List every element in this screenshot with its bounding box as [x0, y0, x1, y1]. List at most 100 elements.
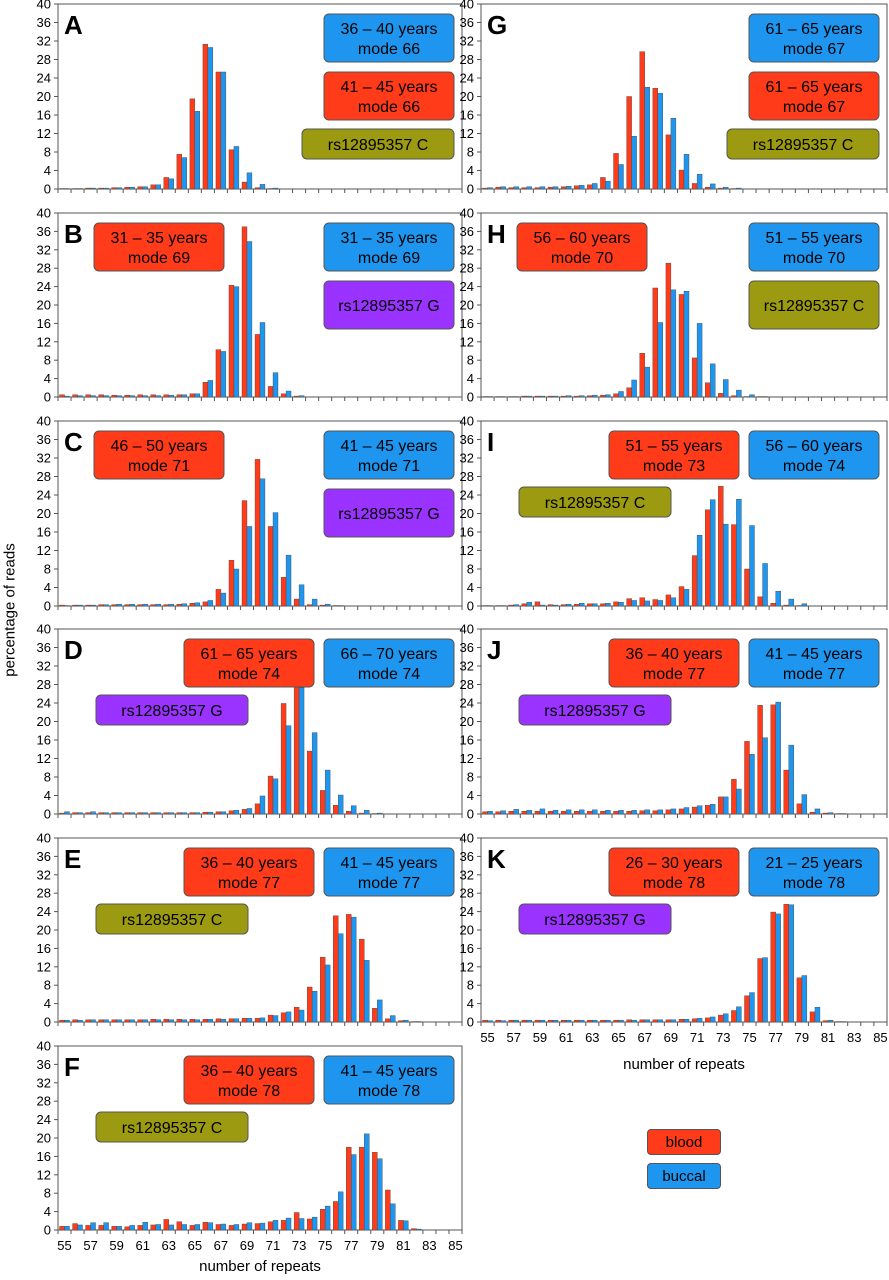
- y-tick-label: 4: [44, 371, 51, 386]
- bar-blood: [521, 1019, 528, 1023]
- bar-buccal: [298, 1218, 305, 1231]
- bar-buccal: [233, 810, 240, 815]
- y-tick-label: 4: [467, 580, 474, 595]
- bar-buccal: [683, 589, 690, 607]
- bar-buccal: [749, 754, 755, 815]
- bar-buccal: [207, 1019, 214, 1023]
- bar-blood: [744, 995, 750, 1023]
- y-tick-label: 24: [37, 488, 51, 503]
- bar-blood: [678, 294, 685, 398]
- bar-buccal: [142, 1019, 148, 1023]
- bar-buccal: [605, 603, 611, 607]
- x-tick-label: 83: [422, 1238, 436, 1253]
- label-box: [608, 638, 740, 688]
- bar-blood: [547, 811, 554, 815]
- bar-buccal: [259, 795, 266, 815]
- bar-buccal: [220, 1223, 227, 1231]
- bar-buccal: [116, 812, 122, 815]
- label-box: [518, 694, 672, 726]
- y-tick-label: 24: [37, 904, 51, 919]
- bar-blood: [560, 811, 567, 815]
- panel-letter: D: [64, 635, 83, 665]
- bar-blood: [293, 395, 300, 398]
- bar-blood: [809, 811, 816, 815]
- bar-blood: [176, 394, 183, 398]
- label-box: [301, 128, 455, 160]
- bar-buccal: [513, 604, 519, 607]
- y-tick-label: 0: [44, 807, 51, 822]
- bar-buccal: [168, 603, 174, 607]
- label-text: rs12895357 G: [338, 298, 439, 315]
- bar-buccal: [207, 600, 214, 607]
- bar-blood: [320, 1209, 326, 1231]
- bar-buccal: [194, 812, 200, 815]
- label-text: mode 70: [551, 250, 613, 267]
- bar-blood: [228, 149, 235, 190]
- bar-blood: [306, 750, 313, 815]
- label-text: mode 71: [128, 458, 190, 475]
- panel-letter: A: [64, 10, 83, 40]
- bar-blood: [293, 1007, 300, 1023]
- y-tick-label: 20: [460, 923, 474, 938]
- bar-buccal: [259, 322, 266, 398]
- y-tick-label: 28: [37, 469, 51, 484]
- bar-blood: [59, 604, 65, 607]
- x-tick-label: 79: [370, 1238, 384, 1253]
- y-tick-label: 8: [44, 145, 51, 160]
- x-tick-label: 81: [821, 1030, 835, 1045]
- bar-blood: [111, 1019, 117, 1023]
- panel-letter: C: [64, 427, 83, 457]
- bar-buccal: [155, 1224, 161, 1231]
- bar-blood: [398, 1220, 404, 1231]
- bar-buccal: [194, 111, 200, 190]
- bar-blood: [72, 1223, 78, 1231]
- y-tick-label: 20: [37, 714, 51, 729]
- y-tick-label: 16: [460, 941, 474, 956]
- bar-blood: [731, 395, 737, 398]
- bar-blood: [254, 334, 261, 398]
- label-text: mode 78: [358, 1083, 420, 1100]
- y-tick-label: 0: [44, 182, 51, 197]
- bar-buccal: [683, 154, 690, 190]
- y-tick-label: 28: [460, 469, 474, 484]
- bar-buccal: [670, 289, 677, 398]
- bar-buccal: [259, 184, 266, 190]
- y-tick-label: 32: [37, 867, 51, 882]
- bar-blood: [822, 812, 829, 815]
- label-box: [518, 903, 672, 935]
- bar-buccal: [801, 794, 808, 815]
- bar-buccal: [337, 794, 344, 815]
- bar-blood: [495, 186, 501, 190]
- bar-buccal: [168, 1224, 174, 1231]
- bar-buccal: [155, 812, 161, 815]
- y-tick-label: 8: [467, 562, 474, 577]
- bar-blood: [783, 904, 789, 1023]
- bar-buccal: [709, 363, 716, 398]
- bar-blood: [574, 185, 580, 190]
- label-text: 41 – 45 years: [341, 79, 438, 96]
- bar-blood: [111, 394, 117, 398]
- x-tick-label: 65: [611, 1030, 625, 1045]
- label-text: 36 – 40 years: [201, 1063, 298, 1080]
- bar-buccal: [579, 809, 585, 815]
- label-box: [608, 847, 740, 897]
- bar-buccal: [285, 1011, 292, 1023]
- bar-blood: [372, 1152, 378, 1231]
- bar-buccal: [233, 568, 240, 607]
- label-box: [748, 280, 880, 330]
- bar-buccal: [657, 322, 663, 398]
- y-tick-label: 4: [467, 996, 474, 1011]
- panel-A: 0 4 8 12 16 20 24 28 32 36 40 A 36 – 40 years mode 66…: [37, 0, 463, 197]
- label-box: [95, 1111, 249, 1143]
- y-tick-label: 8: [467, 770, 474, 785]
- y-tick-label: 36: [37, 224, 51, 239]
- bar-blood: [757, 596, 763, 607]
- bar-blood: [600, 1019, 606, 1023]
- bar-blood: [59, 1226, 65, 1231]
- bar-blood: [215, 349, 222, 398]
- y-axis-label-container: percentage of reads: [0, 450, 20, 770]
- bar-blood: [333, 805, 339, 815]
- bar-blood: [189, 1019, 196, 1023]
- bar-buccal: [736, 788, 742, 815]
- bar-blood: [137, 812, 143, 815]
